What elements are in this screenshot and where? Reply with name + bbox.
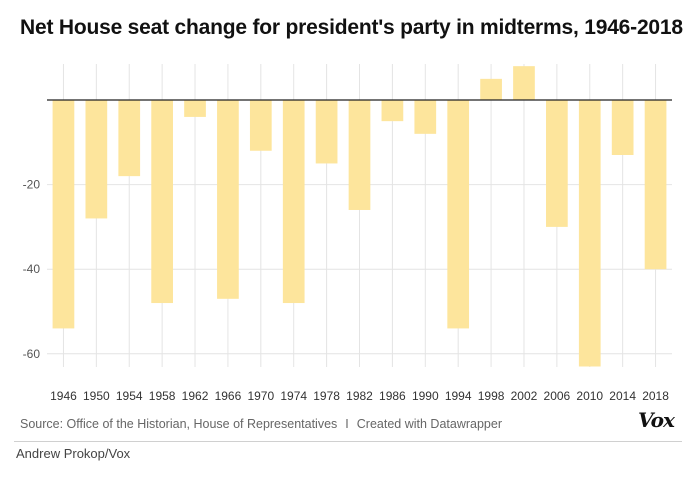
x-tick-label: 1946 bbox=[50, 389, 77, 403]
y-tick-label: -20 bbox=[23, 178, 41, 192]
chart-title: Net House seat change for president's pa… bbox=[20, 16, 683, 39]
x-tick-label: 2002 bbox=[511, 389, 538, 403]
x-axis-ticks: 1946 1950 1954 1958 1962 1966 1970 1974 1978 1982… bbox=[50, 389, 669, 403]
bar-1950[interactable] bbox=[85, 100, 108, 219]
bar-2006[interactable] bbox=[546, 100, 568, 227]
bar-1958[interactable] bbox=[151, 100, 173, 304]
x-tick-label: 1954 bbox=[116, 389, 143, 403]
bars-layer bbox=[52, 66, 667, 367]
bar-1990[interactable] bbox=[414, 100, 437, 134]
bar-1970[interactable] bbox=[249, 100, 272, 151]
vox-logo: Vox bbox=[638, 408, 675, 432]
x-tick-label: 1990 bbox=[412, 389, 439, 403]
bar-1974[interactable] bbox=[282, 100, 305, 304]
bar-1986[interactable] bbox=[381, 100, 404, 122]
x-tick-label: 1958 bbox=[149, 389, 176, 403]
x-tick-label: 1986 bbox=[379, 389, 406, 403]
footer-divider bbox=[14, 441, 682, 442]
bar-1954[interactable] bbox=[118, 100, 141, 177]
bar-1946[interactable] bbox=[52, 100, 75, 329]
bar-2014[interactable] bbox=[611, 100, 634, 155]
x-tick-label: 1982 bbox=[346, 389, 373, 403]
x-tick-label: 2014 bbox=[609, 389, 636, 403]
bar-1982[interactable] bbox=[348, 100, 371, 210]
bar-1966[interactable] bbox=[217, 100, 239, 299]
x-tick-label: 1950 bbox=[83, 389, 110, 403]
x-tick-label: 1998 bbox=[478, 389, 505, 403]
bar-1978[interactable] bbox=[315, 100, 338, 164]
x-tick-label: 1974 bbox=[280, 389, 307, 403]
bar-1998[interactable] bbox=[480, 78, 502, 100]
x-tick-label: 1978 bbox=[313, 389, 340, 403]
x-tick-label: 1970 bbox=[247, 389, 274, 403]
bar-2010[interactable] bbox=[578, 100, 601, 367]
y-tick-label: -60 bbox=[23, 347, 41, 361]
y-axis-ticks: -60 -40 -20 bbox=[23, 178, 41, 361]
x-tick-label: 2010 bbox=[576, 389, 603, 403]
x-tick-label: 1966 bbox=[215, 389, 242, 403]
source-separator: I bbox=[345, 417, 349, 431]
y-tick-label: -40 bbox=[23, 262, 41, 276]
x-tick-label: 1994 bbox=[445, 389, 472, 403]
source-line: Source: Office of the Historian, House o… bbox=[20, 417, 502, 431]
bar-1962[interactable] bbox=[184, 100, 206, 117]
source-text: Source: Office of the Historian, House o… bbox=[20, 417, 338, 431]
created-with-link[interactable]: Created with Datawrapper bbox=[356, 417, 502, 431]
x-tick-label: 2018 bbox=[642, 389, 669, 403]
bar-1994[interactable] bbox=[447, 100, 470, 329]
bar-2002[interactable] bbox=[513, 66, 535, 100]
bar-2018[interactable] bbox=[644, 100, 667, 270]
bar-chart: -60-40-20 1946 1950 1954 1958 1962 1966 1970 19… bbox=[23, 64, 672, 403]
x-tick-label: 2006 bbox=[544, 389, 571, 403]
author-credit: Andrew Prokop/Vox bbox=[16, 446, 131, 461]
x-tick-label: 1962 bbox=[182, 389, 209, 403]
